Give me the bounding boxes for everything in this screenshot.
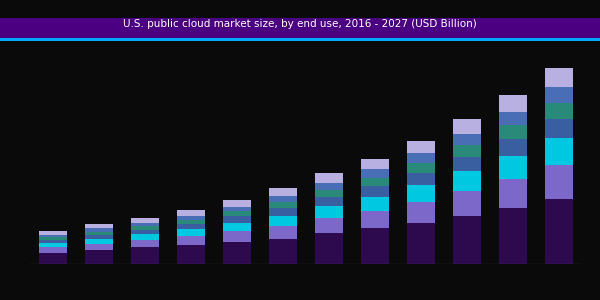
Bar	[407, 153, 435, 163]
Bar	[453, 145, 481, 157]
Bar	[85, 235, 113, 238]
Bar	[361, 228, 389, 264]
Bar	[223, 216, 251, 223]
Bar	[361, 211, 389, 228]
Bar	[85, 244, 113, 250]
Bar	[453, 191, 481, 216]
Bar	[223, 200, 251, 207]
Bar	[407, 163, 435, 173]
Bar	[315, 173, 343, 183]
Bar	[223, 223, 251, 231]
Bar	[499, 112, 527, 125]
Bar	[545, 199, 573, 264]
Bar	[361, 158, 389, 169]
Bar	[223, 242, 251, 264]
Bar	[269, 202, 297, 208]
Bar	[545, 119, 573, 138]
Bar	[131, 248, 159, 264]
Bar	[269, 226, 297, 239]
Bar	[39, 253, 67, 264]
Bar	[131, 226, 159, 230]
Bar	[85, 232, 113, 235]
Bar	[361, 187, 389, 196]
Bar	[131, 230, 159, 234]
Bar	[223, 207, 251, 211]
Bar	[269, 188, 297, 196]
Bar	[269, 216, 297, 226]
Bar	[499, 95, 527, 112]
Bar	[315, 190, 343, 197]
Bar	[85, 238, 113, 244]
Bar	[39, 240, 67, 243]
Bar	[269, 238, 297, 264]
Bar	[453, 134, 481, 145]
Bar	[85, 228, 113, 232]
Bar	[269, 208, 297, 216]
Bar	[223, 231, 251, 242]
Bar	[39, 231, 67, 235]
Bar	[499, 125, 527, 140]
Bar	[453, 216, 481, 264]
Bar	[177, 220, 205, 224]
Bar	[39, 237, 67, 240]
Bar	[85, 224, 113, 228]
Bar	[407, 141, 435, 153]
Bar	[545, 87, 573, 103]
Bar	[453, 171, 481, 191]
Bar	[499, 179, 527, 208]
Bar	[545, 138, 573, 165]
Bar	[269, 196, 297, 202]
Bar	[545, 68, 573, 87]
Bar	[315, 183, 343, 190]
Bar	[177, 224, 205, 229]
Bar	[177, 245, 205, 264]
Bar	[499, 140, 527, 156]
Bar	[499, 208, 527, 264]
Bar	[545, 165, 573, 199]
Bar	[545, 103, 573, 119]
Bar	[39, 243, 67, 248]
Bar	[39, 248, 67, 253]
Bar	[453, 157, 481, 171]
Bar	[407, 185, 435, 202]
Bar	[177, 236, 205, 245]
Bar	[407, 223, 435, 264]
Bar	[361, 178, 389, 187]
Bar	[131, 223, 159, 226]
Bar	[223, 211, 251, 216]
Bar	[131, 234, 159, 240]
Bar	[177, 229, 205, 236]
Bar	[131, 218, 159, 223]
Bar	[177, 210, 205, 216]
Bar	[361, 196, 389, 211]
Bar	[177, 216, 205, 220]
Bar	[131, 240, 159, 247]
Bar	[499, 156, 527, 179]
Bar	[85, 250, 113, 264]
Bar	[315, 218, 343, 233]
Bar	[315, 206, 343, 218]
Bar	[39, 235, 67, 237]
Bar	[315, 197, 343, 206]
Bar	[407, 173, 435, 185]
Bar	[453, 119, 481, 134]
Bar	[407, 202, 435, 223]
Text: U.S. public cloud market size, by end use, 2016 - 2027 (USD Billion): U.S. public cloud market size, by end us…	[123, 19, 477, 29]
Bar	[315, 233, 343, 264]
Bar	[361, 169, 389, 178]
